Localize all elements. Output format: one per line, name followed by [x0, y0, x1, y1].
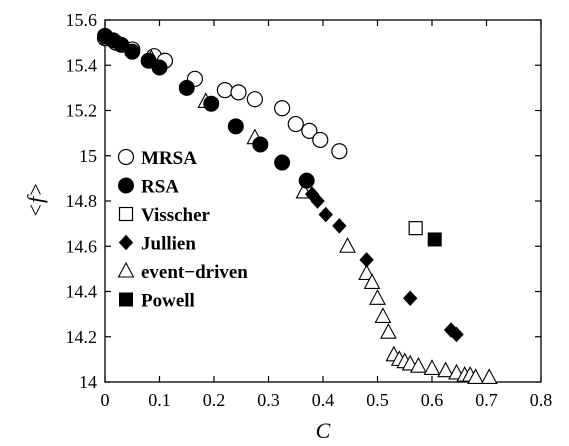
x-tick-label: 0.6: [421, 390, 444, 410]
legend-item-mrsa: MRSA: [117, 148, 197, 169]
legend-marker: [118, 234, 134, 251]
data-point: [252, 136, 269, 153]
axes: [104, 19, 542, 383]
series-rsa: [97, 27, 315, 189]
data-point: [359, 252, 374, 268]
data-point: [318, 206, 333, 223]
x-tick-label: 0.1: [148, 390, 171, 410]
data-point: [480, 368, 498, 385]
data-point: [230, 84, 247, 101]
data-point: [467, 368, 485, 385]
data-point: [332, 218, 347, 234]
x-tick-label: 0.8: [530, 390, 553, 410]
legend-label: Jullien: [141, 234, 196, 255]
data-marks: [96, 27, 498, 385]
legend-label: RSA: [141, 177, 179, 198]
legend-label: Powell: [141, 291, 195, 312]
y-tick-label: 15.2: [66, 101, 98, 121]
data-point: [203, 95, 220, 112]
y-tick-label: 14.4: [66, 282, 98, 302]
data-point: [301, 122, 318, 139]
data-point: [151, 59, 168, 76]
data-point: [124, 43, 141, 60]
x-tick-label: 0.4: [312, 390, 335, 410]
legend-marker: [118, 177, 134, 194]
x-tick-label: 0.7: [475, 390, 498, 410]
data-point: [379, 323, 397, 339]
series-jullien: [304, 186, 464, 343]
x-tick-label: 0: [101, 390, 110, 410]
data-point: [310, 193, 325, 209]
data-point: [403, 290, 418, 307]
data-point: [331, 143, 348, 160]
data-point: [339, 237, 356, 253]
data-point: [216, 82, 233, 99]
legend-marker: [118, 206, 134, 222]
legend-item-powell: Powell: [119, 291, 195, 312]
data-point: [409, 356, 427, 373]
y-tick-label: 15.4: [66, 55, 98, 75]
data-point: [449, 326, 464, 343]
data-point: [374, 307, 392, 323]
legend: MRSA RSA Visscher Jullien event−driven Powell: [117, 148, 248, 312]
legend-item-rsa: RSA: [118, 177, 179, 198]
y-tick-label: 14: [79, 372, 97, 392]
data-point: [274, 154, 291, 171]
legend-marker: [119, 292, 133, 307]
tick-labels: 0 0.1 0.2 0.3 0.4 0.5 0.6 0.7 0.8 14 14.2 14.4 14.6 1…: [66, 10, 553, 410]
y-tick-label: 14.6: [66, 236, 98, 256]
data-point: [408, 221, 423, 236]
data-point: [437, 361, 455, 378]
series-visscher: [408, 221, 423, 236]
legend-marker: [117, 148, 135, 166]
data-point: [369, 289, 386, 305]
y-axis-label: <f>: [23, 182, 48, 218]
legend-item-visscher: Visscher: [118, 205, 211, 226]
legend-label: MRSA: [141, 148, 197, 169]
legend-marker: [117, 261, 135, 278]
data-point: [358, 264, 376, 280]
data-point: [298, 172, 315, 189]
y-tick-label: 14.8: [66, 191, 98, 211]
data-point: [246, 91, 263, 108]
y-tick-label: 15: [79, 146, 97, 166]
y-tick-label: 14.2: [66, 327, 98, 347]
legend-item-jullien: Jullien: [118, 234, 196, 255]
data-point: [312, 131, 329, 149]
legend-item-event-driven: event−driven: [117, 261, 248, 283]
x-tick-label: 0.2: [203, 390, 226, 410]
data-point: [274, 100, 291, 117]
y-tick-label: 15.6: [66, 10, 98, 30]
data-point: [178, 79, 195, 96]
series-powell: [427, 232, 442, 247]
data-point: [287, 115, 304, 133]
legend-label: Visscher: [141, 205, 211, 226]
x-tick-label: 0.5: [366, 390, 389, 410]
data-point: [227, 118, 244, 135]
data-point: [363, 273, 381, 290]
data-point: [423, 359, 441, 375]
data-point: [427, 232, 442, 247]
legend-label: event−driven: [141, 262, 248, 283]
x-axis-label: C: [316, 418, 331, 443]
x-tick-label: 0.3: [257, 390, 280, 410]
